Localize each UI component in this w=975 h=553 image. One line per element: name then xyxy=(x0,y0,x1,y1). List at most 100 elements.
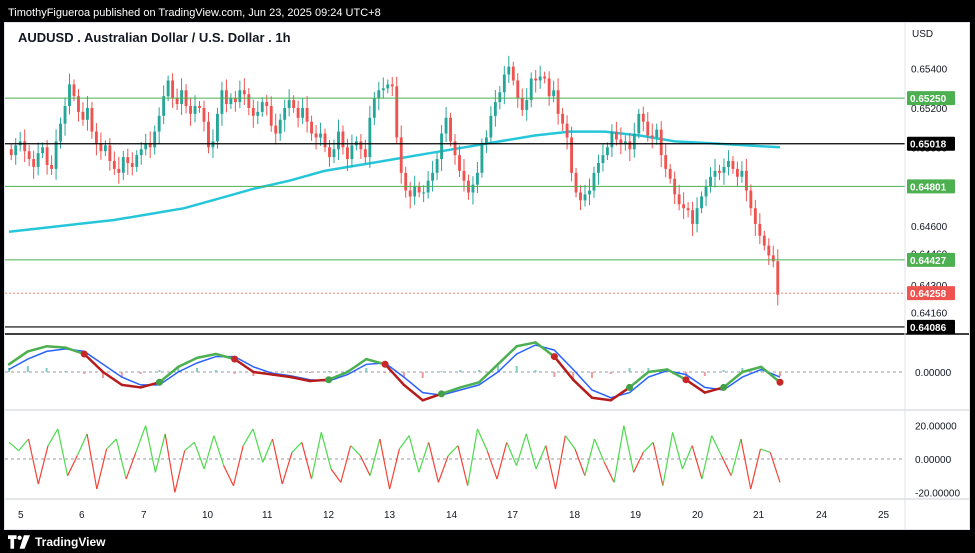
mom-segment xyxy=(281,452,293,485)
candle xyxy=(718,170,721,173)
osc-histogram-bar xyxy=(120,372,123,378)
candle xyxy=(9,149,13,156)
candle xyxy=(601,155,605,163)
footer: TradingView xyxy=(8,533,105,551)
osc-cross-dot xyxy=(438,390,446,398)
osc-histogram-bar xyxy=(534,370,537,372)
candle xyxy=(247,94,251,108)
osc-zero-label: 0.00000 xyxy=(915,368,952,379)
candle xyxy=(381,88,385,91)
candle xyxy=(444,117,448,134)
candle xyxy=(713,170,717,177)
candle xyxy=(735,168,739,177)
osc-fast-segment xyxy=(120,383,142,389)
tradingview-logo-icon xyxy=(8,535,30,549)
candle xyxy=(23,141,27,152)
candle xyxy=(682,204,686,209)
osc-histogram-bar xyxy=(628,368,631,372)
osc-histogram-bar xyxy=(177,368,180,372)
candle xyxy=(480,143,484,173)
osc-histogram-bar xyxy=(252,372,255,376)
mom-segment xyxy=(623,425,635,473)
candle xyxy=(242,90,246,95)
osc-fast-segment xyxy=(233,357,255,374)
osc-fast-segment xyxy=(271,373,293,379)
candle xyxy=(762,235,766,246)
mom-segment xyxy=(213,435,225,466)
candle xyxy=(189,106,192,114)
candle xyxy=(704,186,708,197)
osc-histogram-bar xyxy=(308,372,311,373)
candle xyxy=(135,155,139,167)
osc-cross-dot xyxy=(325,376,333,384)
candle xyxy=(744,170,748,191)
osc-cross-dot xyxy=(80,350,88,358)
candle xyxy=(646,121,650,136)
mom-segment xyxy=(769,452,781,483)
time-tick-label: 18 xyxy=(569,510,581,521)
mom-segment xyxy=(115,438,127,480)
osc-fast-segment xyxy=(665,368,688,381)
osc-fast-segment xyxy=(7,350,30,366)
osc-fast-segment xyxy=(571,378,594,399)
osc-histogram-bar xyxy=(703,372,706,376)
candle xyxy=(27,151,31,160)
osc-cross-dot xyxy=(776,378,784,386)
candle xyxy=(740,170,744,177)
candle xyxy=(695,208,699,224)
chart-canvas[interactable]: 0.641600.643000.644600.646000.648000.650… xyxy=(5,23,970,530)
candle xyxy=(207,121,210,148)
mom-segment xyxy=(310,432,322,480)
mom-segment xyxy=(613,425,625,483)
candle xyxy=(148,143,152,148)
candle xyxy=(753,208,757,224)
time-axis[interactable]: 5 6 7 10 11 12 13 14 17 18 19 20 21 24 25 xyxy=(18,510,890,521)
mom-segment xyxy=(564,435,576,450)
candle xyxy=(511,66,515,81)
mom-segment xyxy=(711,435,722,456)
candle xyxy=(54,141,58,169)
osc-histogram-bar xyxy=(459,370,462,372)
candle xyxy=(677,194,681,205)
candle xyxy=(525,100,529,110)
osc-histogram-bar xyxy=(45,368,48,372)
mom-segment xyxy=(301,442,313,480)
mom-segment xyxy=(437,455,449,483)
candle xyxy=(112,161,116,169)
currency-label[interactable]: USD xyxy=(912,29,934,40)
time-tick-label: 20 xyxy=(692,510,704,521)
osc-histogram-bar xyxy=(290,372,293,373)
candle xyxy=(431,172,435,181)
osc-fast-segment xyxy=(741,365,763,374)
candle xyxy=(516,80,520,99)
mom-segment xyxy=(184,441,195,452)
candle xyxy=(731,161,735,169)
candle xyxy=(99,143,103,152)
candle xyxy=(139,149,143,156)
candle xyxy=(592,172,596,191)
candle xyxy=(233,98,237,103)
price-label: 0.65250 xyxy=(910,94,947,105)
osc-histogram-bar xyxy=(722,370,725,372)
candle xyxy=(709,176,712,187)
candle xyxy=(489,115,493,138)
mom-segment xyxy=(584,438,596,476)
publisher-line: TimothyFigueroa published on TradingView… xyxy=(8,7,381,19)
oscillator-pane: 0.00000 xyxy=(5,341,952,402)
mom-segment xyxy=(145,425,156,473)
candle xyxy=(664,155,668,169)
candle xyxy=(162,96,166,116)
mom-segment xyxy=(672,432,683,470)
price-axis[interactable]: 0.641600.643000.644600.646000.648000.650… xyxy=(907,65,955,334)
candle xyxy=(345,147,349,160)
candle xyxy=(650,135,654,138)
candle xyxy=(641,113,645,122)
candle xyxy=(337,131,340,150)
osc-cross-dot xyxy=(381,360,389,368)
candle xyxy=(224,90,228,105)
chart-pane[interactable]: 0.641600.643000.644600.646000.648000.650… xyxy=(4,22,970,530)
candle xyxy=(776,261,780,295)
candle xyxy=(727,161,730,167)
mom-segment xyxy=(271,438,283,485)
